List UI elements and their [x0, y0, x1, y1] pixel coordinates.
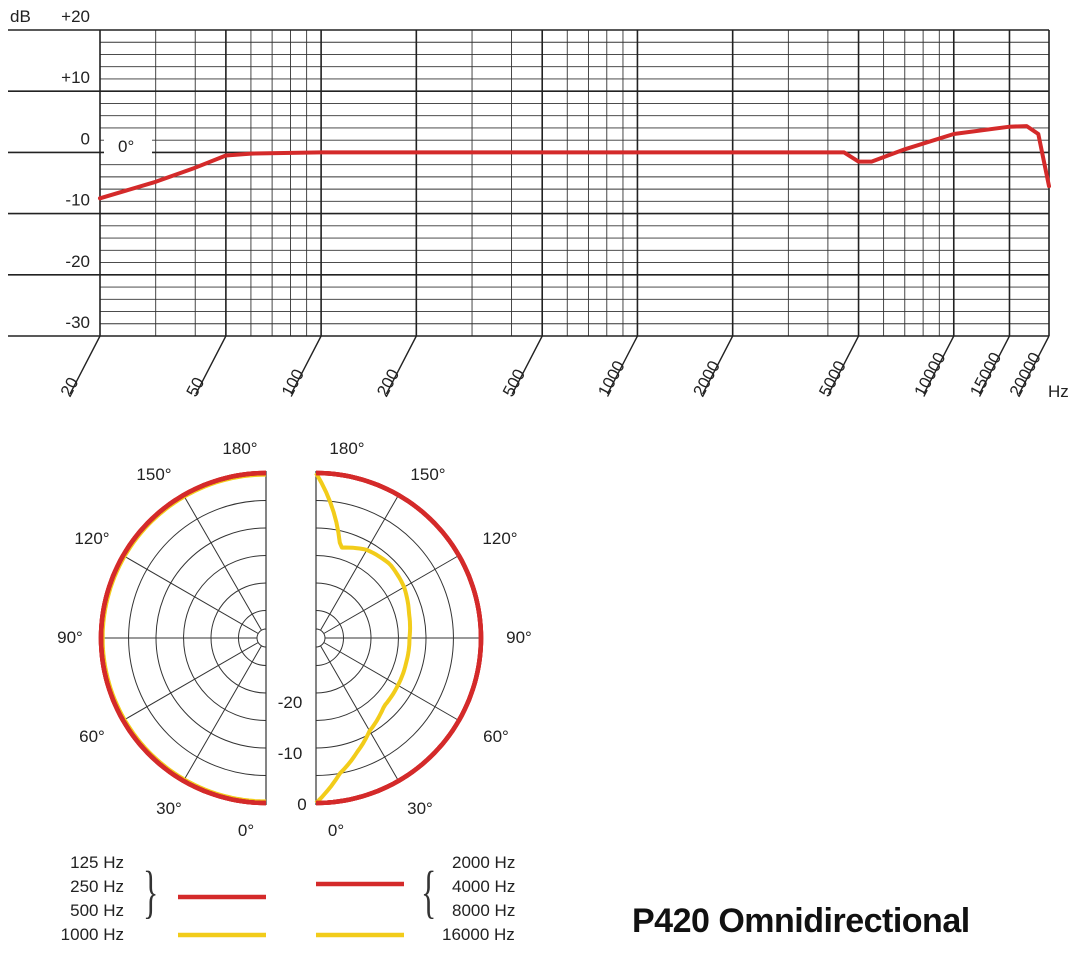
- angle-label-0-right: 0°: [328, 821, 344, 840]
- polar-angle-labels: 180° 150° 120° 90° 60° 30° 0° 180° 150° …: [57, 439, 532, 840]
- y-tick-label: +20: [61, 7, 90, 26]
- y-tick-label: 0: [81, 129, 90, 148]
- radial-label-minus-20: -20: [278, 693, 303, 712]
- x-tick-label: 5000: [815, 358, 850, 400]
- radial-label-minus-10: -10: [278, 744, 303, 763]
- polar-spoke: [122, 642, 259, 721]
- polar-pattern: 180° 150° 120° 90° 60° 30° 0° 180° 150° …: [57, 439, 532, 840]
- angle-label-180-right: 180°: [329, 439, 364, 458]
- x-tick-slant: [606, 335, 639, 395]
- angle-annotation: 0°: [118, 137, 134, 156]
- x-tick-slant: [385, 335, 417, 395]
- x-axis-unit: Hz: [1048, 382, 1069, 401]
- x-tick-label: 10000: [911, 349, 950, 400]
- x-axis-labels: 20 50 100 200 500 1000 2000 5000 10000 15000 20000: [57, 349, 1045, 400]
- polar-spoke: [320, 494, 399, 631]
- legend-label-16000hz: 16000 Hz: [442, 925, 515, 944]
- polar-curve-500hz: [98, 470, 267, 806]
- angle-label-0-left: 0°: [238, 821, 254, 840]
- frequency-response-grid: [8, 29, 1050, 395]
- angle-label-150-left: 150°: [136, 465, 171, 484]
- polar-spoke: [320, 645, 399, 782]
- polar-curve-16000hz: [314, 472, 413, 805]
- legend-label-2000hz: 2000 Hz: [452, 853, 515, 872]
- legend: 125 Hz 250 Hz 500 Hz 1000 Hz } { 2000 Hz…: [61, 853, 516, 944]
- polar-radial-labels: -20 -10 0: [278, 693, 307, 814]
- polar-curve-8000hz: [315, 470, 484, 806]
- polar-spoke: [122, 555, 259, 634]
- legend-label-250hz: 250 Hz: [70, 877, 124, 896]
- polar-hub: [315, 628, 326, 648]
- x-tick-label: 15000: [966, 349, 1005, 400]
- x-tick-label: 2000: [689, 358, 724, 400]
- angle-label-60-right: 60°: [483, 727, 509, 746]
- polar-spoke: [323, 555, 460, 634]
- angle-label-30-left: 30°: [156, 799, 182, 818]
- x-tick-slant: [69, 335, 101, 395]
- y-tick-label: +10: [61, 68, 90, 87]
- x-tick-slant: [827, 335, 860, 395]
- y-axis-labels: +20 +10 0 -10 -20 -30: [61, 7, 90, 332]
- x-tick-slant: [511, 335, 543, 395]
- legend-brace-left: }: [143, 860, 158, 924]
- legend-brace-right: {: [421, 860, 436, 924]
- legend-label-8000hz: 8000 Hz: [452, 901, 515, 920]
- angle-label-60-left: 60°: [79, 727, 105, 746]
- angle-label-150-right: 150°: [410, 465, 445, 484]
- y-tick-label: -30: [65, 313, 90, 332]
- radial-label-0: 0: [297, 795, 306, 814]
- annotation-box: [104, 132, 152, 158]
- y-tick-label: -10: [65, 191, 90, 210]
- legend-label-4000hz: 4000 Hz: [452, 877, 515, 896]
- polar-spoke: [183, 494, 262, 631]
- legend-label-500hz: 500 Hz: [70, 901, 124, 920]
- frequency-response-chart: +20+100-10-20-30 dB 0° 20 50 100 200 500 1000…: [8, 7, 1069, 401]
- angle-label-30-right: 30°: [407, 799, 433, 818]
- x-tick-label: 1000: [594, 358, 629, 400]
- y-tick-label: -20: [65, 252, 90, 271]
- x-tick-slant: [290, 335, 322, 395]
- polar-spoke: [183, 645, 262, 782]
- polar-hub: [256, 628, 267, 648]
- chart-title: P420 Omnidirectional: [632, 902, 970, 940]
- x-tick-label: 20000: [1006, 349, 1045, 400]
- polar-curves: [98, 470, 484, 806]
- angle-label-180-left: 180°: [222, 439, 257, 458]
- x-tick-slant: [1018, 335, 1050, 395]
- angle-label-120-right: 120°: [482, 529, 517, 548]
- x-tick-slant: [978, 335, 1011, 395]
- x-tick-slant: [923, 335, 955, 395]
- polar-spoke: [323, 642, 460, 721]
- angle-label-90-right: 90°: [506, 628, 532, 647]
- y-axis-unit: dB: [10, 7, 31, 26]
- legend-label-125hz: 125 Hz: [70, 853, 124, 872]
- x-tick-slant: [195, 335, 227, 395]
- response-curve: [98, 124, 1051, 201]
- x-tick-slant: [702, 335, 734, 395]
- angle-label-120-left: 120°: [74, 529, 109, 548]
- legend-label-1000hz: 1000 Hz: [61, 925, 124, 944]
- angle-label-90-left: 90°: [57, 628, 83, 647]
